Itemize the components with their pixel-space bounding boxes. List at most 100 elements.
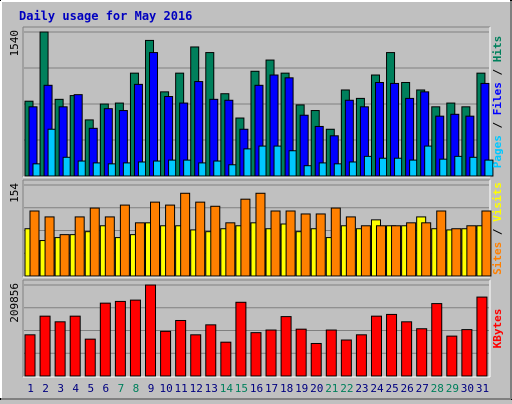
bar-sites-day-21: [330, 207, 341, 277]
bar-files-day-12: [194, 81, 204, 177]
bar-kbytes-day-15: [235, 301, 247, 377]
bar-kbytes-day-25: [386, 313, 398, 377]
bar-kbytes-day-14: [220, 341, 232, 377]
bar-kbytes-day-8: [129, 299, 141, 377]
bar-kbytes-day-26: [401, 321, 413, 377]
bar-sites-day-27: [421, 222, 432, 277]
bar-sites-day-3: [59, 234, 70, 277]
bar-kbytes-day-28: [431, 303, 443, 377]
x-tick-label: 21: [325, 382, 338, 395]
bar-kbytes-day-10: [160, 330, 172, 377]
x-tick-label: 26: [401, 382, 414, 395]
legend-separator: /: [491, 62, 504, 82]
bar-sites-day-30: [466, 225, 477, 277]
bar-sites-day-31: [481, 210, 492, 277]
side-legend: Sites / Visits: [491, 182, 504, 275]
x-tick-label: 8: [133, 382, 140, 395]
bar-sites-day-8: [134, 222, 145, 277]
legend-separator: /: [491, 222, 504, 242]
bar-kbytes-day-12: [190, 334, 202, 377]
bar-sites-day-28: [436, 210, 447, 277]
bar-sites-day-11: [180, 192, 191, 277]
bar-kbytes-day-22: [340, 339, 352, 377]
side-legend: Pages / Files / Hits: [491, 36, 504, 169]
x-tick-label: 1: [27, 382, 34, 395]
x-tick-label: 4: [72, 382, 79, 395]
bar-kbytes-day-3: [54, 321, 66, 377]
legend-files: Files: [491, 82, 504, 115]
bar-kbytes-day-16: [250, 332, 262, 377]
bar-kbytes-day-18: [280, 316, 292, 377]
x-tick-label: 25: [385, 382, 398, 395]
x-tick-label: 19: [295, 382, 308, 395]
bar-kbytes-day-27: [416, 328, 428, 377]
x-tick-label: 22: [340, 382, 353, 395]
x-tick-label: 12: [190, 382, 203, 395]
x-tick-label: 7: [118, 382, 125, 395]
x-tick-label: 17: [265, 382, 278, 395]
y-max-label: 154: [8, 183, 21, 203]
bar-sites-day-13: [210, 205, 221, 277]
legend-hits: Hits: [491, 36, 504, 63]
x-tick-label: 3: [57, 382, 64, 395]
panel-visits-sites: 154: [8, 179, 492, 278]
bar-kbytes-day-31: [476, 296, 488, 377]
bar-sites-day-12: [195, 201, 206, 277]
panel-kbytes: 209856: [8, 279, 491, 378]
bar-kbytes-day-20: [310, 342, 322, 377]
bar-sites-day-16: [255, 192, 266, 277]
bar-kbytes-day-4: [69, 315, 81, 377]
bar-sites-day-19: [300, 213, 311, 277]
bar-sites-day-18: [285, 210, 296, 277]
y-max-label: 1540: [8, 30, 21, 57]
bar-kbytes-day-9: [145, 284, 157, 377]
bar-sites-day-5: [89, 207, 100, 277]
x-tick-label: 11: [175, 382, 188, 395]
bar-sites-day-10: [165, 204, 176, 277]
bar-pages-day-31: [484, 159, 494, 177]
legend-visits: Visits: [491, 182, 504, 222]
bar-sites-day-2: [44, 216, 55, 277]
bar-sites-day-24: [375, 225, 386, 277]
bar-kbytes-day-2: [39, 315, 51, 377]
bar-sites-day-9: [150, 201, 161, 277]
x-tick-label: 13: [205, 382, 218, 395]
side-legend-text: Sites / Visits: [491, 182, 504, 275]
bar-sites-day-17: [270, 210, 281, 277]
legend-kbytes: KBytes: [491, 309, 504, 349]
bar-sites-day-25: [391, 225, 402, 277]
panel-hits-files-pages: 1540: [8, 26, 494, 178]
x-tick-label: 29: [446, 382, 459, 395]
x-tick-label: 30: [461, 382, 474, 395]
bar-kbytes-day-24: [370, 315, 382, 377]
x-tick-label: 9: [148, 382, 155, 395]
x-tick-label: 16: [250, 382, 263, 395]
x-tick-label: 23: [355, 382, 368, 395]
x-tick-label: 24: [370, 382, 384, 395]
bar-kbytes-day-29: [446, 335, 458, 377]
legend-separator: /: [491, 115, 504, 135]
bar-kbytes-day-11: [175, 319, 187, 377]
x-tick-label: 15: [235, 382, 248, 395]
x-tick-label: 14: [220, 382, 234, 395]
bar-kbytes-day-17: [265, 329, 277, 377]
x-tick-label: 2: [42, 382, 49, 395]
bar-files-day-9: [149, 52, 159, 177]
x-tick-label: 31: [476, 382, 489, 395]
bar-sites-day-6: [104, 216, 115, 277]
bar-sites-day-26: [406, 222, 417, 277]
bar-sites-day-4: [74, 216, 85, 277]
bar-sites-day-29: [451, 228, 462, 277]
bar-kbytes-day-21: [325, 329, 337, 377]
bar-kbytes-day-7: [114, 300, 126, 377]
side-legend-text: Pages / Files / Hits: [491, 36, 504, 169]
y-max-label: 209856: [8, 283, 21, 323]
side-legend: KBytes: [491, 309, 504, 349]
bar-kbytes-day-1: [24, 334, 36, 377]
bar-kbytes-day-13: [205, 324, 217, 377]
x-tick-label: 10: [159, 382, 172, 395]
x-tick-label: 20: [310, 382, 323, 395]
x-tick-label: 18: [280, 382, 293, 395]
